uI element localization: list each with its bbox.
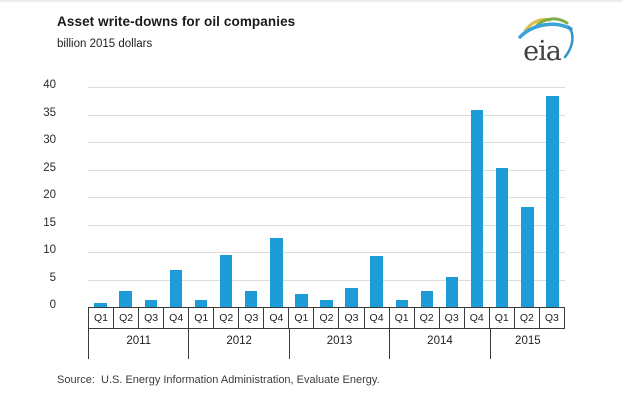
quarter-label-6: Q3 (239, 308, 265, 328)
quarter-label-14: Q3 (440, 308, 465, 328)
quarter-label-4: Q1 (189, 308, 215, 328)
gridline-15 (88, 224, 565, 226)
eia-logo: eia (512, 10, 578, 72)
bar-3 (169, 269, 183, 307)
logo-swoosh-blue-tail (563, 25, 574, 59)
bar-2 (144, 300, 158, 307)
year-label-2012: 2012 (188, 329, 288, 359)
quarter-label-12: Q1 (390, 308, 415, 328)
bar-10 (345, 288, 358, 307)
gridline-30 (88, 142, 565, 143)
quarter-label-11: Q4 (365, 308, 390, 328)
y-tick-label-0: 0 (49, 299, 56, 311)
eia-logo-icon: eia (518, 17, 574, 67)
bar-14 (445, 277, 459, 307)
bar-17 (521, 207, 534, 307)
eia-logo-text: eia (523, 36, 562, 67)
y-tick-label-15: 15 (43, 216, 56, 229)
quarter-label-0: Q1 (89, 308, 115, 328)
gridline-10 (88, 252, 565, 253)
quarter-label-10: Q3 (339, 308, 365, 328)
plot-area (88, 87, 565, 307)
quarter-label-1: Q2 (114, 308, 140, 328)
y-tick-label-30: 30 (43, 134, 56, 146)
bar-4 (194, 299, 208, 307)
bar-7 (270, 237, 283, 307)
quarter-label-17: Q2 (515, 308, 540, 328)
quarter-label-2: Q3 (139, 308, 165, 328)
y-tick-label-10: 10 (43, 244, 56, 256)
bar-8 (295, 293, 308, 307)
bar-12 (395, 300, 409, 307)
bar-6 (244, 291, 258, 307)
bar-15 (470, 109, 484, 307)
x-axis-quarter-row: Q1 Q2 Q3 Q4 Q1 Q2 Q3 Q4 Q1 Q2 Q3 Q4 Q1 Q2 Q3 Q4 Q1 Q2 Q3 (88, 307, 565, 329)
bar-16 (495, 168, 509, 307)
quarter-label-3: Q4 (164, 308, 190, 328)
year-label-2011: 2011 (88, 329, 188, 359)
quarter-label-13: Q2 (415, 308, 440, 328)
logo-swoosh-blue (518, 22, 573, 39)
quarter-label-15: Q4 (465, 308, 490, 328)
bar-0 (94, 302, 107, 307)
gridline-5 (88, 279, 565, 281)
y-tick-label-35: 35 (43, 106, 56, 119)
quarter-label-9: Q2 (314, 308, 340, 328)
year-label-2015: 2015 (489, 329, 565, 359)
y-tick-label-5: 5 (49, 271, 56, 284)
x-axis-year-row: 2011 2012 2013 2014 2015 (88, 329, 565, 359)
bar-13 (420, 291, 434, 307)
gridline-35 (88, 114, 565, 116)
y-tick-label-20: 20 (43, 189, 56, 201)
bar-11 (370, 256, 383, 307)
chart-title: Asset write-downs for oil companies (57, 14, 296, 29)
year-label-2014: 2014 (389, 329, 489, 359)
bar-9 (320, 300, 333, 307)
quarter-label-18: Q3 (544, 312, 559, 324)
bar-5 (219, 254, 233, 307)
gridline-25 (88, 169, 565, 171)
quarter-label-5: Q2 (214, 308, 240, 328)
source-note: Source: U.S. Energy Information Administ… (57, 374, 380, 386)
quarter-label-16: Q1 (490, 308, 515, 328)
gridline-20 (88, 197, 565, 198)
quarter-label-8: Q1 (289, 308, 315, 328)
quarter-label-7: Q4 (264, 308, 290, 328)
y-tick-label-40: 40 (43, 79, 56, 91)
year-label-2013: 2013 (288, 329, 389, 359)
bar-1 (119, 291, 132, 307)
y-tick-label-25: 25 (43, 161, 56, 174)
gridline-40 (88, 87, 565, 88)
bar-18 (546, 96, 559, 307)
chart-units-label: billion 2015 dollars (57, 38, 153, 50)
